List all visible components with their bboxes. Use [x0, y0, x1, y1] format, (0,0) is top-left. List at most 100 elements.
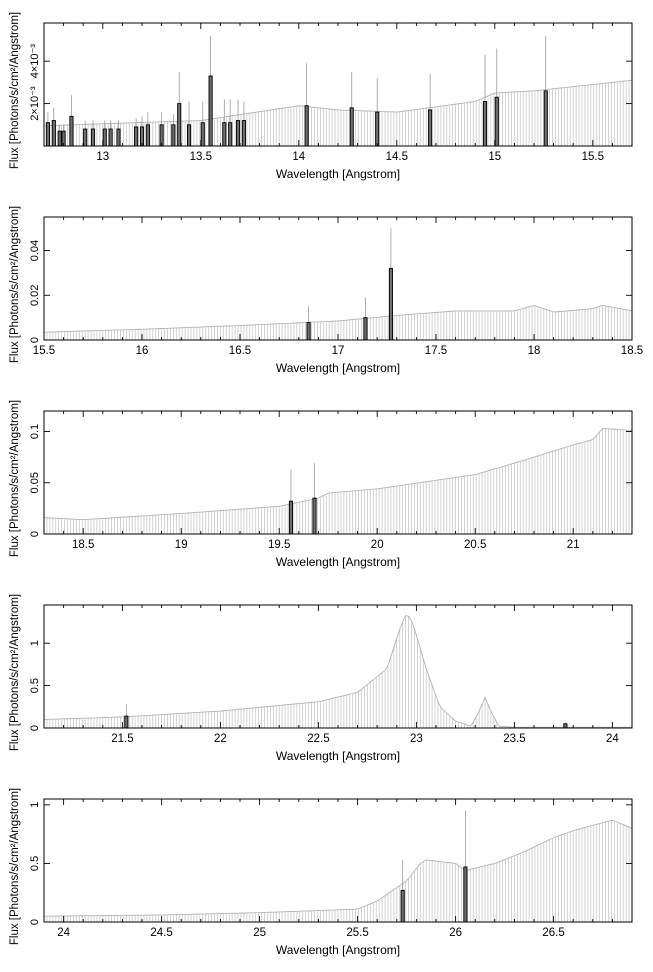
- x-tick-label: 16.5: [229, 345, 251, 357]
- y-axis: 00.51: [29, 640, 632, 731]
- continuum-envelope: [43, 427, 633, 521]
- y-axis-label: Flux [Photons/s/cm²/Angstrom]: [9, 594, 21, 751]
- emission-line-bar: [108, 128, 113, 147]
- emission-line-bar: [45, 122, 50, 147]
- y-tick-label: 1: [29, 640, 41, 646]
- emission-line-bar: [134, 126, 139, 147]
- x-tick-label: 20: [371, 539, 384, 551]
- emission-line-bar: [375, 111, 380, 147]
- y-axis-label: Flux [Photons/s/cm²/Angstrom]: [9, 206, 21, 363]
- emission-line-bar: [69, 115, 74, 147]
- y-tick-label: 2×10⁻³: [29, 86, 41, 121]
- x-tick-label: 25.5: [346, 927, 368, 939]
- model-continuum: [43, 305, 633, 340]
- y-tick-label: 0.02: [29, 285, 41, 306]
- y-axis: 0 0.05 0.1: [29, 424, 632, 537]
- emission-line-bar: [306, 322, 311, 341]
- continuum-envelope: [43, 819, 633, 917]
- emission-line-bar: [208, 75, 213, 147]
- x-tick-label: 15.5: [33, 345, 55, 357]
- x-tick-label: 16: [136, 345, 149, 357]
- emission-line-bar: [400, 889, 405, 923]
- emission-line-bar: [363, 317, 368, 341]
- x-tick-label: 26: [449, 927, 462, 939]
- continuum-envelope: [43, 304, 633, 333]
- emission-line-bar: [145, 124, 150, 147]
- x-tick-label: 15: [488, 151, 501, 163]
- x-axis: 24 24.5 25 25.5 26 26.5: [43, 799, 633, 939]
- emission-line-bar: [200, 122, 205, 147]
- x-tick-label: 23.5: [503, 733, 525, 745]
- x-axis-label: Wavelength [Angstrom]: [276, 167, 400, 181]
- x-tick-label: 18: [528, 345, 541, 357]
- x-tick-label: 14: [292, 151, 305, 163]
- y-tick-label: 0: [29, 337, 41, 343]
- x-tick-label: 17: [332, 345, 345, 357]
- x-axis-label: Wavelength [Angstrom]: [276, 749, 400, 763]
- emission-line-bar: [90, 128, 96, 147]
- y-tick-label: 0: [29, 725, 41, 731]
- y-tick-label: 0.05: [29, 472, 41, 493]
- emission-line-bar: [312, 497, 317, 535]
- emission-line-bar: [186, 124, 192, 147]
- emission-line-bar: [235, 120, 241, 147]
- x-tick-label: 20.5: [464, 539, 486, 551]
- spectrum-panel-2: 15.5 16 16.5 17 17.5 18 18.5 0 0.02 0.04 Wavelengt…: [9, 206, 643, 375]
- y-tick-label: 0.1: [29, 424, 41, 439]
- y-axis: 0 0.02 0.04: [29, 240, 632, 343]
- x-tick-label: 24: [606, 733, 619, 745]
- x-tick-label: 14.5: [386, 151, 408, 163]
- x-tick-label: 26.5: [542, 927, 564, 939]
- emission-line-bar: [494, 96, 499, 147]
- y-tick-label: 0.5: [29, 856, 41, 871]
- y-axis-label: Flux [Photons/s/cm²/Angstrom]: [9, 788, 21, 945]
- x-axis-label: Wavelength [Angstrom]: [276, 943, 400, 957]
- x-tick-label: 13: [96, 151, 109, 163]
- x-tick-label: 19: [175, 539, 188, 551]
- x-tick-label: 19.5: [268, 539, 290, 551]
- emission-line-bar: [349, 107, 354, 147]
- x-tick-label: 18.5: [72, 539, 94, 551]
- x-tick-label: 18.5: [621, 345, 643, 357]
- spectrum-panel-1: 13 13.5 14 14.5 15 15.5 2×10⁻³ 4×10⁻³ Wavelength…: [9, 12, 633, 181]
- x-axis: 21.5 22 22.5 23 23.5 24: [43, 605, 633, 745]
- emission-lines: [400, 810, 468, 923]
- x-tick-label: 22: [214, 733, 227, 745]
- x-tick-label: 23: [410, 733, 423, 745]
- emission-line-bar: [288, 500, 294, 535]
- emission-line-bar: [57, 130, 62, 147]
- x-axis: 18.5 19 19.5 20 20.5 21: [43, 411, 633, 551]
- emission-line-bar: [159, 124, 164, 147]
- emission-line-bar: [124, 715, 129, 729]
- model-continuum: [43, 820, 633, 922]
- emission-line-bar: [428, 109, 433, 147]
- x-axis-label: Wavelength [Angstrom]: [276, 361, 400, 375]
- emission-line-bar: [222, 122, 227, 147]
- x-axis: 15.5 16 16.5 17 17.5 18 18.5: [33, 217, 643, 357]
- y-axis-label: Flux [Photons/s/cm²/Angstrom]: [9, 12, 21, 169]
- emission-line-bar: [388, 267, 393, 341]
- x-tick-label: 21.5: [111, 733, 133, 745]
- model-continuum: [43, 615, 633, 728]
- model-continuum: [43, 80, 633, 146]
- emission-line-bar: [102, 128, 107, 147]
- spectrum-panel-3: 18.5 19 19.5 20 20.5 21 0 0.05 0.1 Wavelength [An…: [9, 400, 633, 569]
- x-tick-label: 21: [567, 539, 580, 551]
- emission-line-bar: [482, 101, 488, 147]
- y-tick-label: 0.5: [29, 678, 41, 693]
- y-tick-label: 1: [29, 802, 41, 808]
- x-axis: 13 13.5 14 14.5 15 15.5: [43, 23, 633, 163]
- emission-line-bar: [463, 866, 468, 923]
- y-axis: 00.51: [29, 802, 632, 925]
- y-axis-label: Flux [Photons/s/cm²/Angstrom]: [9, 400, 21, 557]
- x-tick-label: 24.5: [150, 927, 172, 939]
- y-tick-label: 0.04: [29, 240, 41, 261]
- x-tick-label: 15.5: [582, 151, 604, 163]
- emission-line-bar: [228, 122, 233, 147]
- x-tick-label: 22.5: [307, 733, 329, 745]
- x-tick-label: 17.5: [425, 345, 447, 357]
- x-tick-label: 24: [57, 927, 70, 939]
